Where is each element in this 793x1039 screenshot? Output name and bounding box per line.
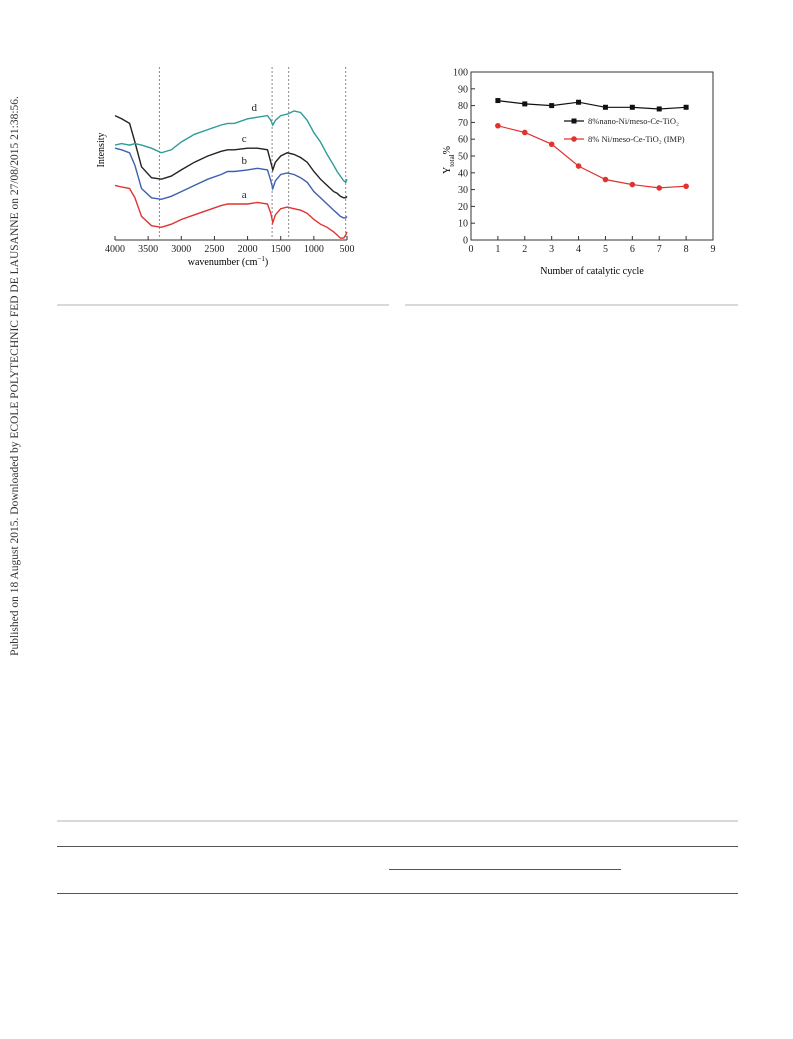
ftir-x-tick-label: 2000 (238, 244, 258, 255)
cycle-y-axis-label-main: Y (442, 167, 453, 174)
cycle-y-tick-label: 0 (463, 236, 468, 247)
ftir-series-b (114, 147, 348, 219)
cycle-series-2-point (495, 122, 501, 129)
cycle-x-tick-label: 1 (495, 244, 500, 255)
table-top-rule (57, 820, 738, 822)
cycle-series-2-point (683, 183, 689, 190)
cycle-series-1-point (522, 101, 528, 107)
ftir-series-label-a: a (242, 189, 247, 201)
cycle-series-2-point (602, 176, 609, 183)
cycle-x-tick-label: 8 (684, 244, 689, 255)
ftir-x-tick-label: 3000 (171, 244, 191, 255)
ftir-x-tick-label: 2500 (204, 244, 224, 255)
ftir-x-tick-label: 500 (340, 244, 355, 255)
ftir-y-axis-label: Intensity (96, 133, 107, 168)
ftir-x-axis-label-close: ) (265, 257, 268, 268)
catalytic-cycle-chart: 0 1 2 3 4 5 6 7 8 901020304050607080901008%nano-N… (442, 68, 716, 278)
cycle-x-tick-label: 6 (630, 244, 635, 255)
cycle-series-1-point (629, 104, 635, 110)
right-caption-rule (405, 304, 738, 306)
cycle-y-tick-label: 40 (458, 168, 468, 179)
cycle-x-tick-label: 2 (522, 244, 527, 255)
cycle-x-tick-label: 3 (549, 244, 554, 255)
cycle-x-tick-label: 5 (603, 244, 608, 255)
cycle-y-tick-label: 90 (458, 84, 468, 95)
cycle-y-axis-label-suffix: % (442, 146, 453, 154)
cycle-series-line-1 (497, 100, 687, 110)
ftir-series-d (114, 110, 348, 184)
ftir-series-c (114, 114, 348, 199)
cycle-series-2-point (656, 185, 663, 191)
cycle-series-2-point (575, 163, 582, 169)
cycle-series-2-point (548, 141, 555, 148)
cycle-x-tick-label: 7 (657, 244, 662, 255)
cycle-x-tick-label: 0 (469, 244, 474, 255)
ftir-spectra-chart: 4000 3500 3000 2500 2000 1500 1000 500 a bc d Inte… (96, 67, 355, 268)
cycle-plot-frame (470, 71, 714, 241)
cycle-legend-label-1: 8%nano-Ni/meso-Ce-TiO₂ (588, 116, 679, 126)
cycle-series-1-point (656, 106, 662, 112)
cycle-y-axis-label-subscript: total (448, 154, 456, 166)
cycle-series-1-point (576, 99, 582, 105)
ftir-x-tick-label: 1000 (304, 244, 324, 255)
ftir-series-label-c: c (242, 133, 247, 145)
ftir-x-axis-label: wavenumber (cm−1) (188, 255, 269, 268)
cycle-y-tick-label: 10 (458, 219, 468, 230)
cycle-series-1-point (549, 103, 555, 109)
cycle-series-1-point (683, 104, 689, 110)
left-caption-rule (57, 304, 389, 306)
ftir-x-axis-label-exponent: −1 (257, 255, 265, 263)
cycle-series-2-point (629, 181, 636, 188)
cycle-y-tick-label: 70 (458, 118, 468, 129)
cycle-y-tick-label: 20 (458, 202, 468, 213)
cycle-series-line-2 (497, 125, 687, 189)
cycle-legend-marker-1 (571, 118, 577, 124)
ftir-x-tick-label: 3500 (138, 244, 158, 255)
ftir-series-label-d: d (251, 102, 257, 114)
cycle-y-tick-label: 100 (453, 68, 468, 79)
cycle-x-axis-label: Number of catalytic cycle (540, 266, 644, 277)
cycle-y-axis-label: Ytotal% (442, 146, 456, 174)
cycle-y-tick-label: 80 (458, 101, 468, 112)
ftir-x-tick-label: 4000 (105, 244, 125, 255)
ftir-x-axis-label-text: wavenumber (cm (188, 257, 258, 268)
cycle-series-2-point (521, 129, 528, 136)
download-notice-text: Published on 18 August 2015. Downloaded … (9, 96, 21, 656)
cycle-series-1-point (495, 98, 501, 104)
ftir-x-tick-label: 1500 (271, 244, 291, 255)
cycle-x-tick-label: 4 (576, 244, 581, 255)
cycle-y-tick-label: 60 (458, 135, 468, 146)
download-notice-sidebar: Published on 18 August 2015. Downloaded … (4, 96, 26, 656)
cycle-y-tick-label: 50 (458, 152, 468, 163)
cycle-legend-label-2: 8% Ni/meso-Ce-TiO₂ (IMP) (588, 134, 685, 144)
ftir-series-a (114, 184, 348, 239)
cycle-x-tick-label: 9 (711, 244, 716, 255)
ftir-series-label-b: b (242, 155, 248, 167)
table-header-rule (57, 846, 738, 847)
table-subheader-rule (389, 869, 621, 870)
cycle-y-tick-label: 30 (458, 185, 468, 196)
cycle-series-1-point (602, 104, 608, 110)
cycle-legend-marker-2 (571, 136, 577, 142)
table-bottom-rule (57, 893, 738, 894)
